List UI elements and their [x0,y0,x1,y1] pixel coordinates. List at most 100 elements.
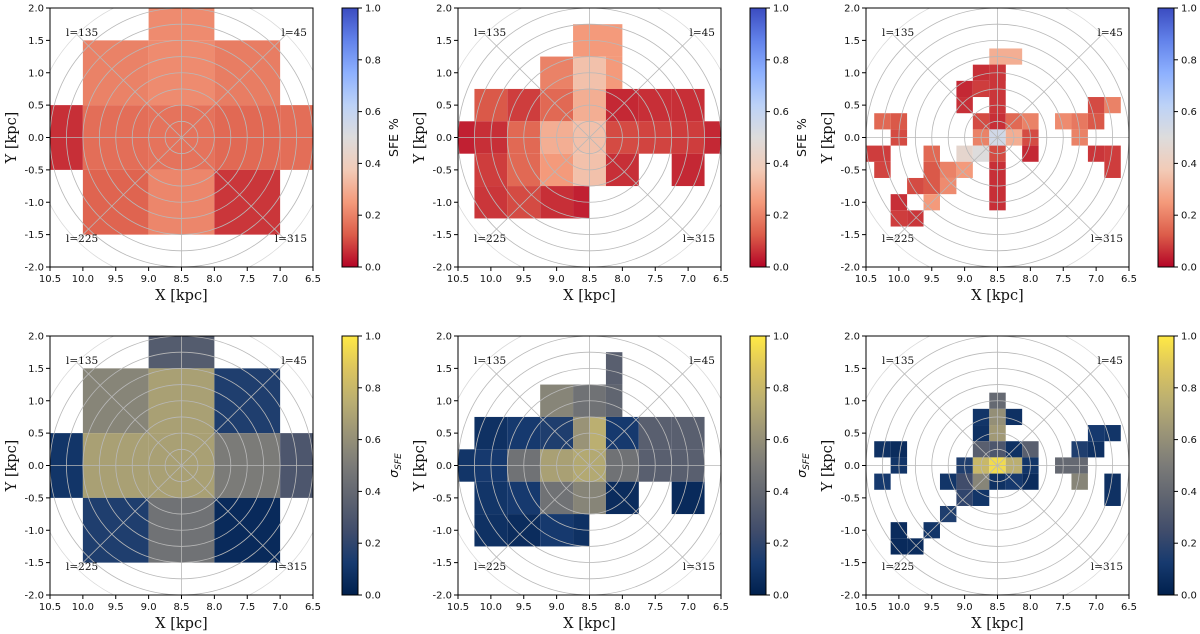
longitude-label: l=315 [683,233,715,245]
heatmap-cell [1022,145,1039,162]
heatmap-cell [1071,441,1088,458]
longitude-label: l=225 [66,561,98,573]
heatmap-cell [671,416,705,450]
x-axis-label: X [kpc] [971,616,1023,632]
heatmap-cell [474,153,508,187]
x-axis-label: X [kpc] [971,288,1023,304]
grid-radial-line [484,465,590,569]
y-tick-label: 1.0 [436,396,452,407]
y-tick-label: -0.5 [24,165,44,176]
x-tick-label: 10.0 [480,602,502,613]
x-tick-label: 8.5 [174,602,190,613]
grid-radial-line [997,137,1103,241]
colorbar-label: σSFE [794,453,812,478]
y-tick-label: -2.0 [840,263,860,274]
x-tick-label: 6.5 [713,602,729,613]
longitude-label: l=45 [1097,355,1123,367]
y-tick-label: -1.5 [840,230,860,241]
heatmap-cell [890,441,908,458]
y-tick-label: -0.5 [24,493,44,504]
grid-radial-line [589,362,695,466]
x-tick-label: 9.0 [957,274,973,285]
heatmap-cell [972,64,990,81]
longitude-label: l=45 [689,355,715,367]
colorbar-tick-label: 0.8 [1181,383,1197,394]
y-tick-label: 1.0 [28,396,44,407]
grid-radial-line [76,137,182,241]
longitude-label: l=45 [281,355,307,367]
x-axis-label: X [kpc] [155,288,207,304]
longitude-label: l=315 [1091,561,1123,573]
grid-radial-line [484,362,590,466]
heatmap-cell [890,210,908,227]
x-tick-label: 8.0 [206,274,222,285]
x-tick-label: 10.0 [888,274,910,285]
heatmap-cell [956,473,973,490]
heatmap-cell [573,416,590,450]
x-tick-label: 10.5 [855,602,877,613]
y-tick-label: -1.0 [840,526,860,537]
longitude-label: l=315 [275,561,307,573]
x-tick-label: 7.0 [680,274,696,285]
y-tick-label: 1.5 [844,36,860,47]
heatmap-cell [972,425,990,442]
y-tick-label: 0.0 [436,461,452,472]
longitude-label: l=315 [683,561,715,573]
colorbar-tick-label: 0.4 [365,487,381,498]
heatmap-cell [540,514,574,547]
chart-panel-top-left: l=135 l=45 l=225 l=315 10.5 10.0 9.5 9.0 8.5 8.0 7… [4,4,401,305]
y-tick-label: -0.5 [432,493,452,504]
x-tick-label: 8.0 [1022,602,1038,613]
x-tick-label: 8.5 [990,274,1006,285]
x-tick-label: 10.5 [39,602,61,613]
x-tick-label: 6.5 [305,602,321,613]
polar-grid [50,336,313,595]
y-tick-label: 0.5 [436,101,452,112]
x-tick-label: 7.0 [272,274,288,285]
colorbar-tick-label: 1.0 [773,4,789,15]
chart-panel-bottom-right: l=135 l=45 l=225 l=315 10.5 10.0 9.5 9.0 8.5 8.0 7… [820,332,1197,633]
x-tick-label: 8.5 [582,602,598,613]
y-tick-label: -1.0 [24,526,44,537]
heatmap-cell [671,481,705,515]
y-tick-label: -1.0 [840,198,860,209]
heatmap-cell [874,473,891,490]
colorbar-tick-label: 0.2 [773,539,789,550]
heatmap-cell [907,177,924,195]
grid-radial-line [76,465,182,569]
longitude-label: l=45 [689,27,715,39]
y-tick-label: 1.5 [436,364,452,375]
heatmap-cell [1055,113,1072,130]
longitude-label: l=225 [882,233,914,245]
heatmap-cell [540,56,574,89]
x-tick-label: 9.0 [957,602,973,613]
y-tick-label: -1.0 [432,526,452,537]
heatmap-cell [605,384,623,417]
heatmap-cell [1022,441,1039,458]
colorbar-tick-label: 0.4 [1181,487,1197,498]
heatmap-cell [1005,408,1023,426]
heatmap-cell [874,113,891,130]
colorbar-tick-label: 0.2 [1181,211,1197,222]
y-tick-label: 0.5 [436,429,452,440]
colorbar-tick-label: 0.6 [1181,107,1197,118]
heatmap-cell [474,514,508,547]
colorbar-tick-label: 0.4 [365,159,381,170]
colorbar-tick-label: 0.4 [773,487,789,498]
polar-grid [458,8,721,267]
grid-radial-line [181,34,287,138]
colorbar-tick-label: 0.2 [1181,539,1197,550]
y-tick-label: 0.5 [28,101,44,112]
colorbar-tick-label: 0.6 [773,107,789,118]
x-tick-label: 10.5 [39,274,61,285]
heatmap-cell [507,481,541,515]
x-tick-label: 7.5 [239,602,255,613]
heatmap-cell [1071,473,1088,490]
colorbar-tick-label: 1.0 [365,332,381,343]
x-tick-label: 7.0 [680,602,696,613]
colorbar-tick-label: 0.6 [365,435,381,446]
y-tick-label: 0.0 [844,461,860,472]
longitude-label: l=135 [474,355,506,367]
colorbar [1157,7,1175,268]
heatmap-cell [474,88,508,122]
